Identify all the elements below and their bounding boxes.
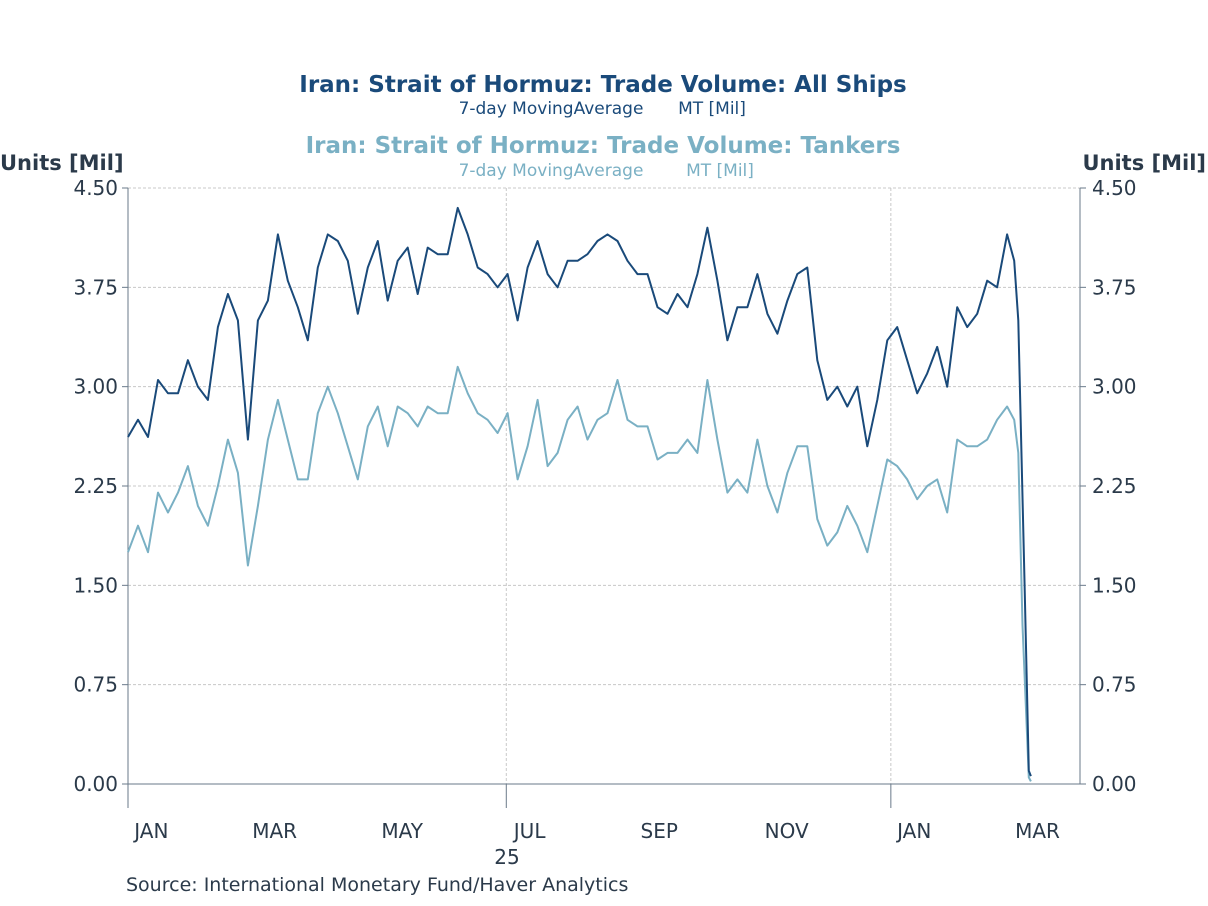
- series-line-tankers: [127, 365, 1032, 782]
- y-tick-label-right: 0.75: [1092, 673, 1137, 697]
- y-tick-label-left: 0.00: [73, 772, 118, 796]
- y-axis-label-left: Units [Mil]: [0, 151, 124, 175]
- axes: 0.00 0.00 0.75 0.75 1.50 1.50 2.25 2.25 3.00 3.00…: [73, 176, 1136, 843]
- grid: [128, 187, 1080, 784]
- y-tick-label-left: 3.75: [73, 275, 118, 299]
- x-tick-label: JUL: [512, 819, 547, 843]
- chart-subtitle-unit: MT [Mil]: [678, 99, 746, 119]
- source-note: Source: International Monetary Fund/Have…: [126, 874, 628, 896]
- y-tick-label-right: 3.00: [1092, 375, 1137, 399]
- y-tick-label-left: 1.50: [73, 573, 118, 597]
- chart-subtitle-2-unit: MT [Mil]: [686, 161, 754, 181]
- x-tick-label: JAN: [132, 819, 168, 843]
- x-tick-label: JAN: [895, 819, 931, 843]
- y-tick-label-left: 2.25: [73, 474, 118, 498]
- y-axis-label-right: Units [Mil]: [1082, 151, 1206, 175]
- chart-subtitle: 7-day MovingAverage: [459, 99, 644, 119]
- chart-title: Iran: Strait of Hormuz: Trade Volume: Al…: [299, 72, 906, 98]
- y-tick-label-left: 0.75: [73, 673, 118, 697]
- y-tick-label-right: 4.50: [1092, 176, 1137, 200]
- x-tick-label: NOV: [765, 819, 809, 843]
- chart-subtitle-2: 7-day MovingAverage: [459, 161, 644, 181]
- x-tick-label: SEP: [641, 819, 678, 843]
- y-tick-label-right: 2.25: [1092, 474, 1137, 498]
- chart-title-2: Iran: Strait of Hormuz: Trade Volume: Ta…: [306, 133, 901, 159]
- y-tick-label-left: 4.50: [73, 176, 118, 200]
- x-tick-label: MAR: [252, 819, 297, 843]
- y-tick-label-right: 1.50: [1092, 573, 1137, 597]
- y-tick-label-right: 0.00: [1092, 772, 1137, 796]
- y-tick-label-left: 3.00: [73, 375, 118, 399]
- series-line-all-ships: [127, 206, 1032, 777]
- x-tick-label: MAR: [1015, 819, 1060, 843]
- series-lines: [127, 206, 1032, 782]
- year-label: 25: [494, 845, 519, 869]
- x-tick-label: MAY: [381, 819, 423, 843]
- y-tick-label-right: 3.75: [1092, 275, 1137, 299]
